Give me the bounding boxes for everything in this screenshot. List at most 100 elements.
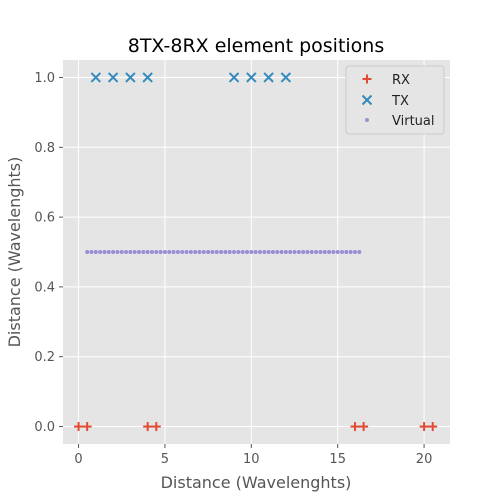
legend-box xyxy=(345,65,445,135)
virtual-point xyxy=(275,250,280,254)
tx-point xyxy=(90,72,102,83)
virtual-point xyxy=(288,250,293,254)
virtual-point xyxy=(232,250,237,254)
virtual-point xyxy=(270,250,275,254)
rx-point xyxy=(143,422,153,432)
y-tick-label: 0.0 xyxy=(34,420,55,435)
rx-point xyxy=(359,422,369,432)
rx-point xyxy=(82,422,92,432)
tx-point xyxy=(107,72,119,83)
virtual-point xyxy=(292,250,297,254)
virtual-point xyxy=(219,250,224,254)
virtual-point xyxy=(171,250,176,254)
chart-title: 8TX-8RX element positions xyxy=(128,35,385,57)
virtual-point xyxy=(158,250,163,254)
rx-point xyxy=(74,422,84,432)
tx-point xyxy=(142,72,153,83)
virtual-point xyxy=(193,250,198,254)
virtual-point xyxy=(327,250,332,254)
x-tick-labels: 0 5 10 15 20 xyxy=(74,452,432,467)
virtual-point xyxy=(145,250,150,254)
virtual-point xyxy=(175,250,180,254)
virtual-point xyxy=(132,250,137,254)
legend-tx-symbol xyxy=(361,94,373,106)
virtual-point xyxy=(214,250,219,254)
virtual-point xyxy=(301,250,306,254)
virtual-point xyxy=(262,250,267,254)
virtual-point xyxy=(162,250,167,254)
virtual-point xyxy=(167,250,172,254)
virtual-point xyxy=(102,250,107,254)
virtual-point xyxy=(340,250,345,254)
y-tick-labels: 0.0 0.2 0.4 0.6 0.8 1.0 xyxy=(34,71,55,435)
x-tick-label: 15 xyxy=(329,452,346,467)
virtual-point xyxy=(348,250,353,254)
virtual-point xyxy=(249,250,254,254)
x-tick-label: 5 xyxy=(161,452,169,467)
virtual-point xyxy=(111,250,116,254)
y-tick-label: 0.8 xyxy=(34,141,55,156)
rx-point xyxy=(419,422,429,432)
rx-point xyxy=(350,422,360,432)
virtual-point xyxy=(201,250,206,254)
virtual-point xyxy=(357,250,362,254)
virtual-point xyxy=(322,250,327,254)
virtual-point xyxy=(197,250,202,254)
virtual-point xyxy=(279,250,284,254)
legend-marker-tx xyxy=(361,94,373,106)
y-tick-label: 0.2 xyxy=(34,350,55,365)
x-tick-label: 20 xyxy=(416,452,433,467)
y-axis-label: Distance (Wavelenghts) xyxy=(5,157,24,348)
tx-point xyxy=(125,72,136,83)
virtual-point xyxy=(283,250,288,254)
tx-point xyxy=(228,72,240,83)
tx-point xyxy=(263,72,274,83)
virtual-point xyxy=(85,250,90,254)
tx-point xyxy=(246,72,257,83)
legend-virtual-symbol xyxy=(365,118,369,122)
virtual-point xyxy=(119,250,124,254)
virtual-point xyxy=(240,250,245,254)
virtual-point xyxy=(314,250,319,254)
virtual-point xyxy=(344,250,349,254)
virtual-point xyxy=(305,250,310,254)
virtual-point xyxy=(266,250,271,254)
x-tick-label: 0 xyxy=(74,452,82,467)
tick-marks xyxy=(59,76,425,448)
y-tick-label: 0.6 xyxy=(34,211,55,226)
virtual-point xyxy=(335,250,340,254)
virtual-point xyxy=(223,250,228,254)
virtual-point xyxy=(124,250,129,254)
x-axis-label: Distance (Wavelenghts) xyxy=(161,473,352,492)
legend-label-virtual: Virtual xyxy=(392,114,434,129)
virtual-point xyxy=(244,250,249,254)
virtual-point xyxy=(331,250,336,254)
virtual-point xyxy=(93,250,98,254)
virtual-point xyxy=(352,250,357,254)
virtual-point xyxy=(184,250,189,254)
rx-point xyxy=(151,422,161,432)
legend-label-tx: TX xyxy=(391,94,409,109)
data-points xyxy=(74,72,438,432)
legend-label-rx: RX xyxy=(392,73,410,88)
virtual-point xyxy=(296,250,301,254)
rx-point xyxy=(428,422,438,432)
virtual-point xyxy=(141,250,146,254)
virtual-point xyxy=(227,250,232,254)
y-tick-label: 1.0 xyxy=(34,71,55,86)
legend-marker-rx xyxy=(362,74,372,84)
legend-marker-virtual xyxy=(365,118,369,122)
virtual-point xyxy=(128,250,133,254)
virtual-point xyxy=(188,250,193,254)
virtual-point xyxy=(137,250,142,254)
tx-point xyxy=(280,72,292,83)
virtual-point xyxy=(309,250,314,254)
x-tick-label: 10 xyxy=(243,452,260,467)
virtual-point xyxy=(154,250,159,254)
virtual-point xyxy=(149,250,154,254)
virtual-point xyxy=(257,250,262,254)
virtual-point xyxy=(106,250,111,254)
virtual-point xyxy=(236,250,241,254)
virtual-point xyxy=(253,250,258,254)
